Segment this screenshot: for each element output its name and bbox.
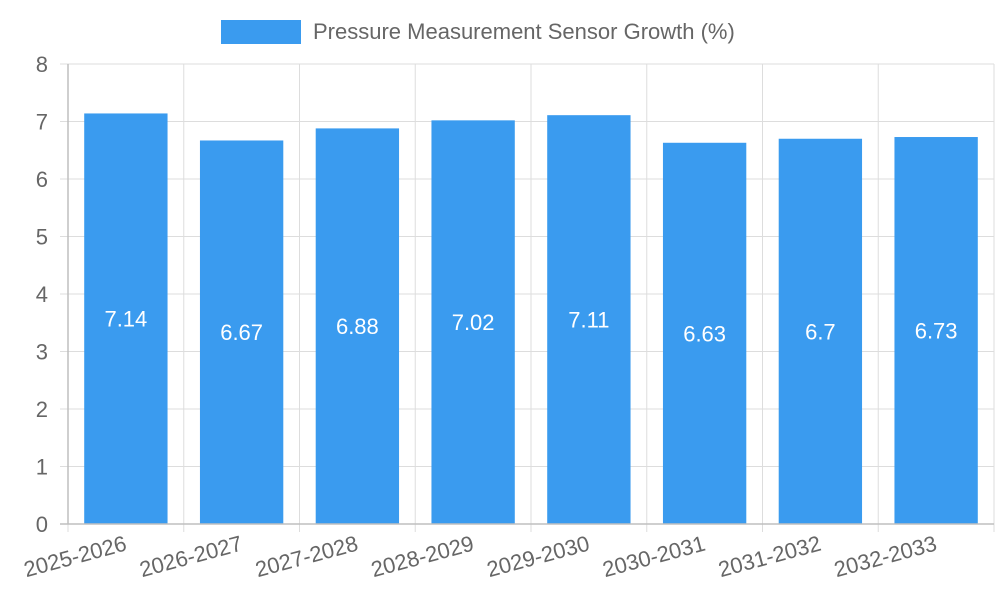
bar[interactable]	[431, 120, 515, 524]
bar-value-label: 6.63	[683, 321, 726, 346]
x-tick-label: 2026-2027	[137, 531, 245, 582]
x-tick-label: 2025-2026	[21, 531, 129, 582]
x-tick-label: 2029-2030	[484, 531, 592, 582]
bar-value-label: 6.7	[805, 319, 836, 344]
bars	[84, 113, 978, 525]
bar-labels: 7.14 6.67 6.88 7.02 7.11 6.63 6.7 6.73	[104, 307, 957, 347]
bar[interactable]	[547, 115, 631, 525]
x-tick-label: 2031-2032	[716, 531, 824, 582]
legend-label: Pressure Measurement Sensor Growth (%)	[313, 19, 735, 44]
bar[interactable]	[894, 137, 978, 524]
axes	[60, 64, 994, 525]
x-axis-ticks: 2025-2026 2026-2027 2027-2028 2028-2029 2029…	[21, 531, 939, 582]
y-tick-label: 8	[36, 52, 48, 77]
y-tick-label: 0	[36, 512, 48, 537]
y-tick-label: 4	[36, 282, 48, 307]
x-tick-label: 2032-2033	[831, 531, 939, 582]
x-tick-label: 2027-2028	[253, 531, 361, 582]
y-tick-label: 1	[36, 455, 48, 480]
bar-value-label: 7.14	[104, 307, 147, 332]
bar-value-label: 7.11	[568, 308, 609, 333]
bar-value-label: 6.73	[915, 319, 958, 344]
legend-swatch	[221, 20, 301, 44]
bar-value-label: 6.67	[220, 320, 263, 345]
bar[interactable]	[315, 128, 400, 524]
bar[interactable]	[662, 142, 747, 524]
bar-value-label: 7.02	[452, 310, 495, 335]
y-axis-ticks: 0 1 2 3 4 5 6 7 8	[36, 52, 48, 537]
x-tick-label: 2028-2029	[368, 531, 476, 582]
bar-value-label: 6.88	[336, 314, 379, 339]
y-tick-label: 3	[36, 340, 48, 365]
y-tick-label: 2	[36, 397, 48, 422]
bar[interactable]	[199, 140, 284, 524]
y-tick-label: 7	[36, 110, 48, 135]
y-tick-label: 5	[36, 225, 48, 250]
bar[interactable]	[778, 138, 863, 524]
y-tick-label: 6	[36, 167, 48, 192]
bar[interactable]	[84, 113, 168, 524]
x-tick-label: 2030-2031	[600, 531, 708, 582]
legend[interactable]: Pressure Measurement Sensor Growth (%)	[221, 19, 735, 44]
